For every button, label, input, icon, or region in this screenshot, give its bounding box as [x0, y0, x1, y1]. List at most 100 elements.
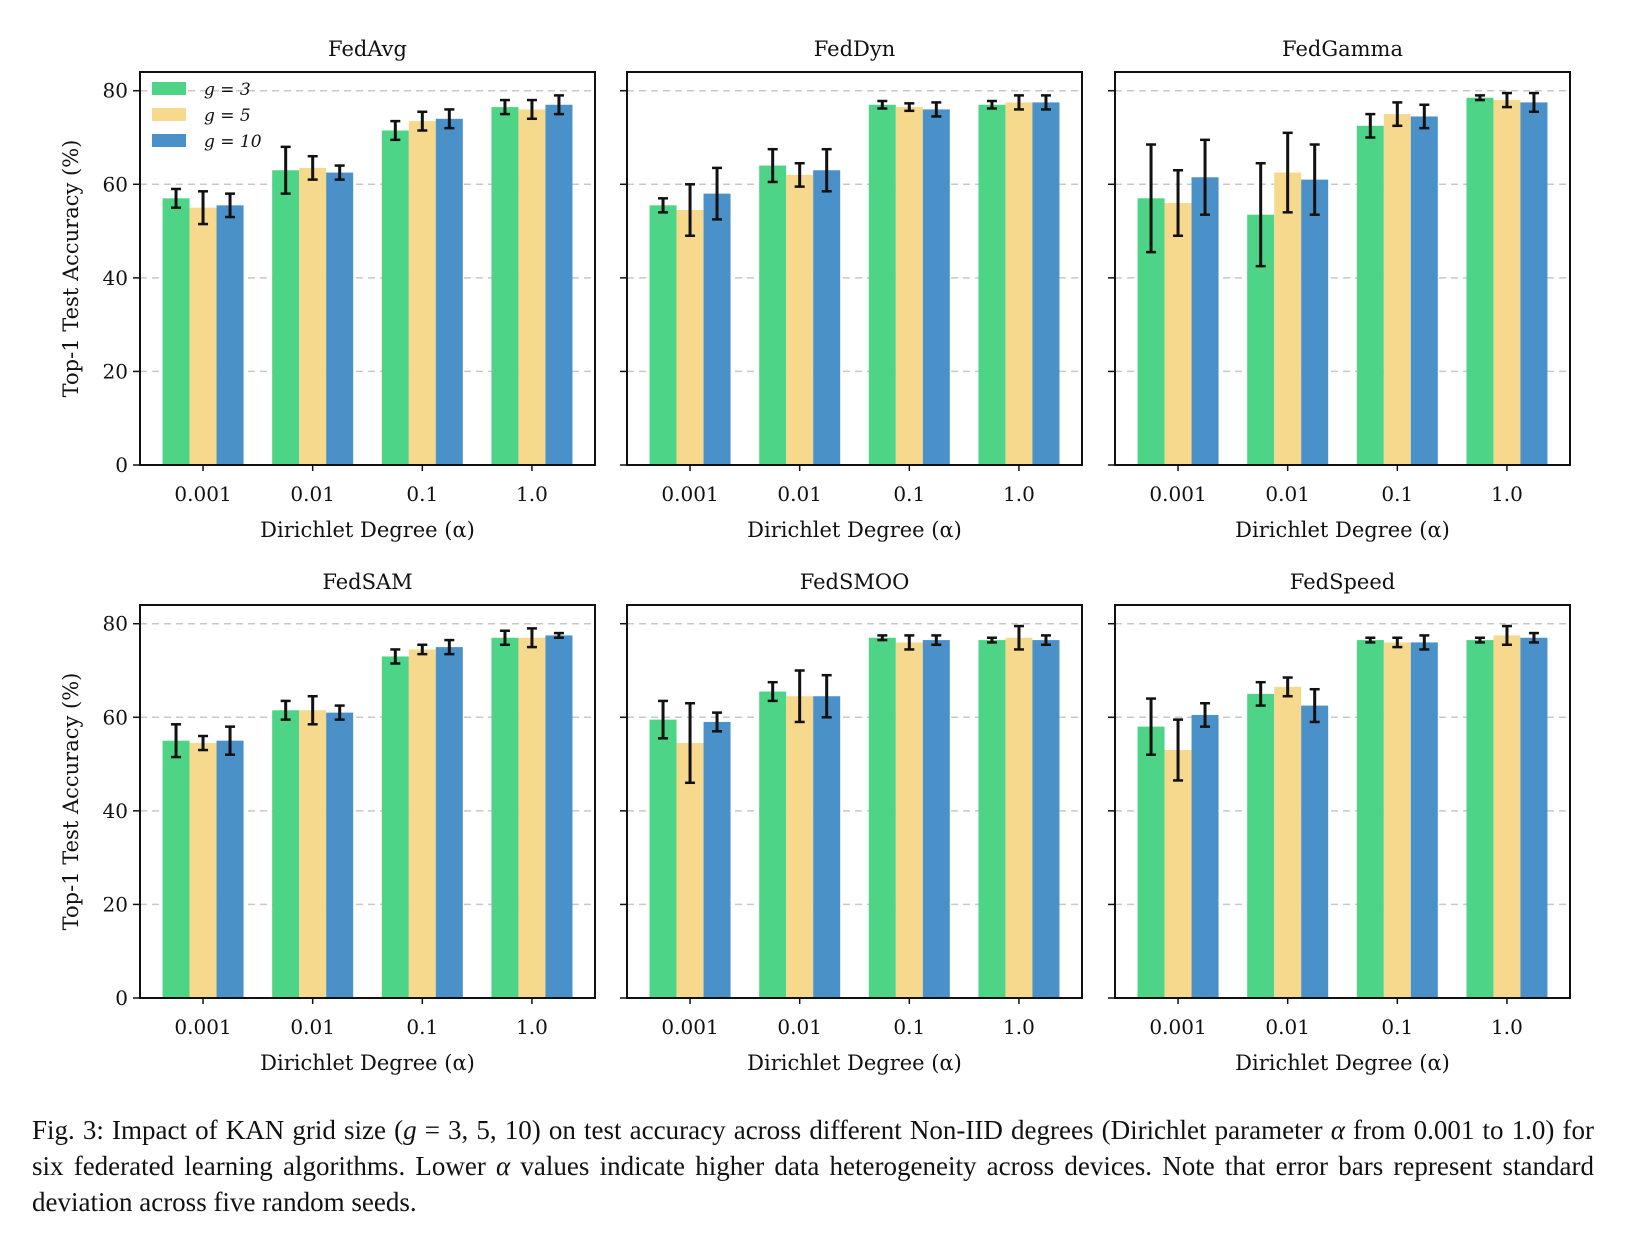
- panel-2-xtick-label: 0.001: [661, 482, 718, 506]
- legend-label-3: g = 10: [204, 132, 262, 152]
- panel-6-bar-2-4: [1493, 635, 1521, 998]
- panel-3-bar-1-4: [1466, 97, 1494, 465]
- panel-1-xtick-label: 0.01: [290, 482, 335, 506]
- panel-4-bar-1-2: [272, 710, 300, 998]
- panel-4-frame: [139, 604, 596, 999]
- panel-3-bar-3-2: [1301, 179, 1329, 465]
- panel-1-ytick-label: 0: [115, 453, 128, 477]
- panel-6-bar-3-3: [1410, 642, 1438, 998]
- legend-swatch-2: [152, 108, 186, 121]
- panel-5-title: FedSMOO: [800, 570, 910, 594]
- panel-1-bar-2-3: [408, 121, 436, 465]
- panel-1-xtick-label: 0.001: [174, 482, 231, 506]
- panel-6-bar-2-1: [1164, 750, 1192, 998]
- panel-2-xtick-label: 0.1: [893, 482, 925, 506]
- panel-6-xtick-label: 1.0: [1491, 1015, 1523, 1039]
- panel-5-bar-3-2: [813, 696, 841, 998]
- panel-1-bar-2-2: [299, 167, 327, 466]
- panel-3-title: FedGamma: [1282, 37, 1403, 61]
- panel-1-bar-1-2: [272, 170, 300, 465]
- panel-1-ytick-label: 80: [103, 79, 128, 103]
- panel-5-xtick-label: 0.001: [661, 1015, 718, 1039]
- panel-4-ytick-label: 40: [103, 799, 128, 823]
- caption-text-2: = 3, 5, 10) on test accuracy across diff…: [416, 1115, 1331, 1145]
- panel-6-bar-1-2: [1247, 693, 1275, 998]
- panel-5-xtick-label: 0.1: [893, 1015, 925, 1039]
- panel-5-bar-2-2: [786, 696, 814, 998]
- panel-1-bar-3-2: [326, 172, 354, 465]
- panel-5-bar-3-4: [1032, 640, 1060, 998]
- panel-3-xlabel: Dirichlet Degree (α): [1235, 518, 1450, 542]
- panel-6-bar-1-3: [1356, 640, 1384, 998]
- panel-2-bar-2-4: [1005, 102, 1033, 466]
- panel-3-xtick-label: 0.1: [1381, 482, 1413, 506]
- panel-1-bar-2-4: [518, 109, 546, 465]
- panel-6-xlabel: Dirichlet Degree (α): [1235, 1051, 1450, 1075]
- panel-1-bar-3-3: [435, 118, 463, 466]
- panel-1-xtick-label: 1.0: [516, 482, 548, 506]
- caption-text-4: values indicate higher data heterogeneit…: [32, 1151, 1594, 1217]
- figure-panels: 0.001 0.01 0.1 1.0 0 20 40 60 80 FedAvg Dirichlet …: [59, 37, 1571, 1075]
- panel-1-ytick-label: 40: [103, 266, 128, 290]
- panel-5-bar-3-3: [922, 640, 950, 998]
- panel-1-bar-1-3: [381, 130, 409, 465]
- panel-2-title: FedDyn: [814, 37, 896, 61]
- panel-4-xtick-label: 1.0: [516, 1015, 548, 1039]
- legend-swatch-3: [152, 134, 186, 147]
- panel-2-bar-3-2: [813, 170, 841, 465]
- panel-4-ytick-label: 80: [103, 612, 128, 636]
- panel-4-bar-1-3: [381, 656, 409, 998]
- panel-4-bar-2-1: [189, 743, 217, 998]
- panel-1-ylabel: Top-1 Test Accuracy (%): [59, 140, 83, 398]
- panel-4-xlabel: Dirichlet Degree (α): [260, 1051, 475, 1075]
- panel-2-bar-3-4: [1032, 102, 1060, 466]
- panel-1-bar-1-1: [162, 198, 190, 466]
- panel-2-bar-2-2: [786, 174, 814, 465]
- panel-4-bar-3-3: [435, 647, 463, 998]
- panel-2-bar-1-3: [868, 104, 896, 465]
- panel-2-xtick-label: 0.01: [777, 482, 822, 506]
- panel-6-bar-3-4: [1520, 637, 1548, 998]
- panel-4-ytick-label: 20: [103, 892, 128, 916]
- panel-3-bar-2-4: [1493, 100, 1521, 466]
- panel-3-bar-3-1: [1191, 177, 1219, 465]
- panel-4-ytick-label: 0: [115, 986, 128, 1010]
- panel-2-bar-1-4: [978, 104, 1006, 465]
- panel-4-xtick-label: 0.01: [290, 1015, 335, 1039]
- panel-6-frame: [1114, 604, 1571, 999]
- panel-6-bar-1-4: [1466, 640, 1494, 998]
- panel-1-title: FedAvg: [328, 37, 407, 61]
- panel-5-bar-3-1: [703, 721, 731, 998]
- panel-5-xtick-label: 1.0: [1003, 1015, 1035, 1039]
- legend-label-1: g = 3: [204, 80, 251, 100]
- panel-1-xtick-label: 0.1: [406, 482, 438, 506]
- panel-1-frame: [139, 71, 596, 466]
- panel-3-bar-3-4: [1520, 102, 1548, 466]
- caption-alpha-2: α: [496, 1151, 511, 1181]
- panel-6-bar-1-1: [1137, 726, 1165, 998]
- panel-6-bar-3-2: [1301, 705, 1329, 998]
- panel-6-title: FedSpeed: [1290, 570, 1395, 594]
- panel-5-xlabel: Dirichlet Degree (α): [747, 1051, 962, 1075]
- panel-4-bar-3-2: [326, 712, 354, 998]
- panel-5-bar-1-2: [759, 691, 787, 998]
- panel-5-bar-2-3: [895, 642, 923, 998]
- panel-6-bar-2-3: [1383, 642, 1411, 998]
- panel-1-bar-1-4: [491, 107, 519, 465]
- panel-6-xtick-label: 0.1: [1381, 1015, 1413, 1039]
- panel-5-bar-2-1: [676, 743, 704, 998]
- panel-6-xtick-label: 0.01: [1265, 1015, 1310, 1039]
- caption-text-3: from 0.001 to 1.0) for six federated lea…: [32, 1115, 1594, 1181]
- panel-4-bar-2-2: [299, 710, 327, 998]
- panel-1-bar-3-1: [216, 205, 244, 465]
- panel-4-bar-3-4: [545, 635, 573, 998]
- panel-3-xtick-label: 0.01: [1265, 482, 1310, 506]
- panel-3-xtick-label: 0.001: [1149, 482, 1206, 506]
- figure-caption: Fig. 3: Impact of KAN grid size (g = 3, …: [32, 1112, 1594, 1220]
- panel-4-xtick-label: 0.1: [406, 1015, 438, 1039]
- panel-4-xtick-label: 0.001: [174, 1015, 231, 1039]
- panel-2-bar-3-1: [703, 193, 731, 465]
- panel-1-bar-2-1: [189, 207, 217, 465]
- panel-6-bar-3-1: [1191, 714, 1219, 998]
- caption-g-variable: g: [403, 1115, 417, 1145]
